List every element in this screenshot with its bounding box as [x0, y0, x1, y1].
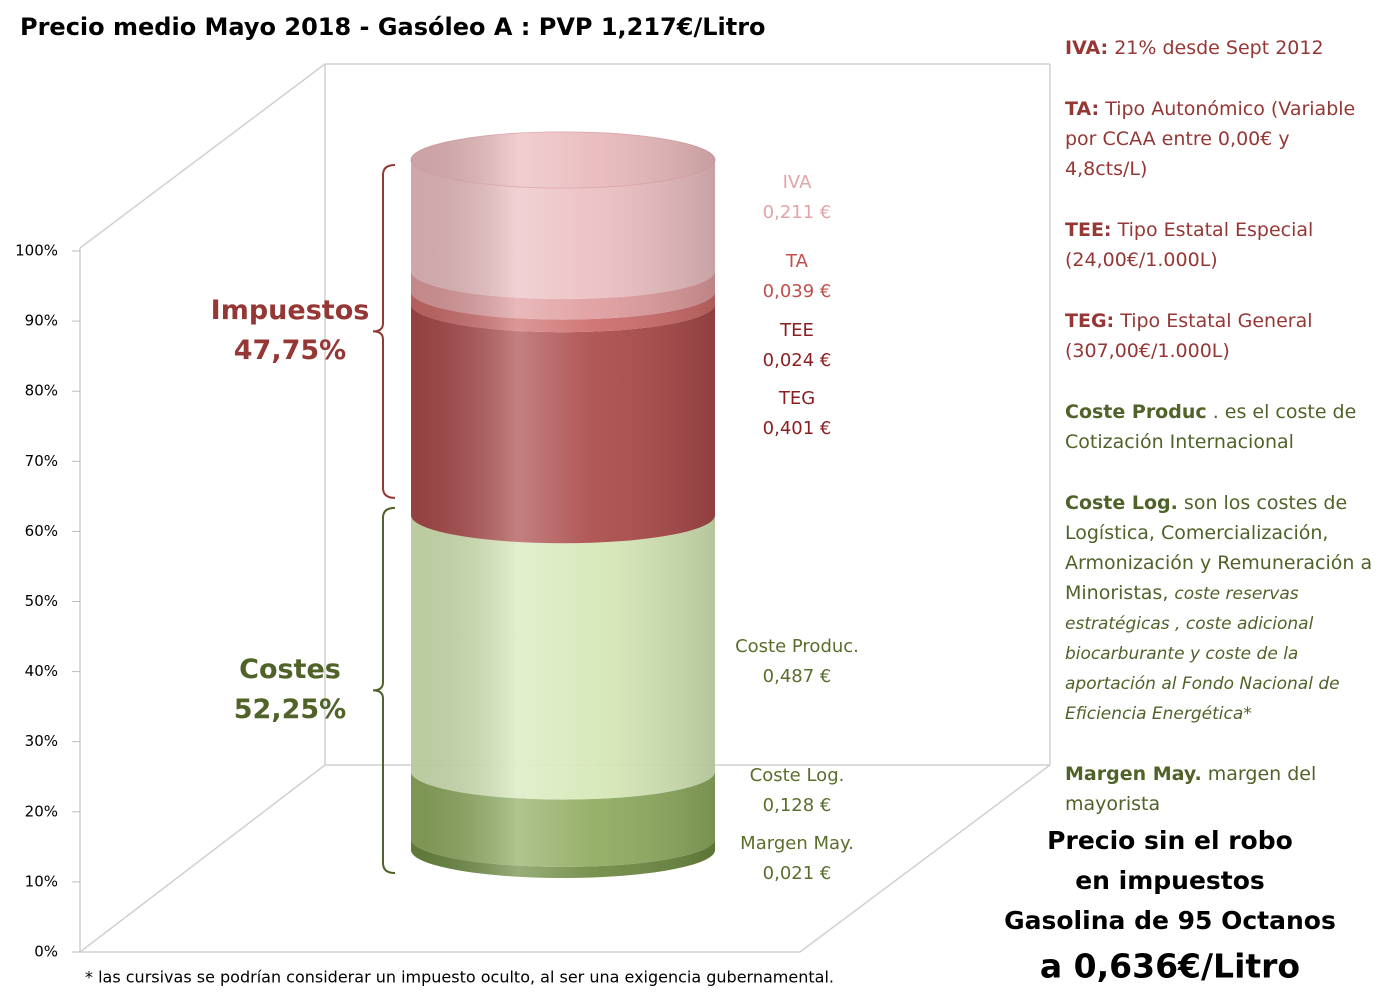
y-tick-label: 60% — [25, 522, 58, 540]
y-tick-label: 100% — [15, 242, 58, 260]
y-tick-label: 50% — [25, 592, 58, 610]
note-term: TEE: — [1065, 219, 1112, 241]
note-text: Tipo Autonómico (Variable por CCAA entre… — [1065, 98, 1356, 180]
note: Coste Log. son los costes de Logística, … — [1065, 488, 1377, 728]
group-share: 47,75% — [234, 335, 346, 366]
notes: IVA: 21% desde Sept 2012 TA: Tipo Autonóm… — [1065, 33, 1377, 850]
note-text: 21% desde Sept 2012 — [1114, 37, 1324, 59]
y-tick-label: 20% — [25, 802, 58, 820]
note-text: Tipo Estatal Especial (24,00€/1.000L) — [1065, 219, 1314, 271]
note-term: IVA: — [1065, 37, 1109, 59]
note-text: margen del mayorista — [1065, 763, 1317, 815]
note: TA: Tipo Autonómico (Variable por CCAA e… — [1065, 94, 1377, 184]
segment-value: 0,401 € — [763, 418, 832, 439]
segment-name: Coste Produc. — [735, 636, 859, 657]
note: Margen May. margen del mayorista — [1065, 759, 1377, 819]
y-tick-label: 80% — [25, 382, 58, 400]
group-share: 52,25% — [234, 694, 346, 725]
callout-line: en impuestos — [1075, 866, 1265, 895]
note: IVA: 21% desde Sept 2012 — [1065, 33, 1377, 63]
note: TEE: Tipo Estatal Especial (24,00€/1.000… — [1065, 215, 1377, 275]
note-italic: coste reservas estratégicas , coste adic… — [1065, 584, 1340, 724]
segment-value: 0,211 € — [763, 202, 832, 223]
note-term: TEG: — [1065, 310, 1115, 332]
segment-name: IVA — [783, 172, 812, 193]
group-name: Impuestos — [211, 295, 370, 326]
segment-value: 0,024 € — [763, 350, 832, 371]
note: TEG: Tipo Estatal General (307,00€/1.000… — [1065, 306, 1377, 366]
chart-title: Precio medio Mayo 2018 - Gasóleo A : PVP… — [20, 13, 766, 41]
segment-name: TA — [785, 251, 809, 272]
note-text: Tipo Estatal General (307,00€/1.000L) — [1065, 310, 1313, 362]
segment-value: 0,039 € — [763, 281, 832, 302]
segment-value: 0,021 € — [763, 863, 832, 884]
note-term: Coste Produc — [1065, 401, 1207, 423]
callout-line: Precio sin el robo — [1047, 826, 1293, 855]
y-tick-label: 40% — [25, 662, 58, 680]
footnote: * las cursivas se podrían considerar un … — [85, 968, 834, 987]
segment-value: 0,487 € — [763, 666, 832, 687]
note: Coste Produc . es el coste de Cotización… — [1065, 397, 1377, 457]
note-text: son los costes de Logística, Comercializ… — [1065, 492, 1373, 604]
segment-name: TEE — [779, 320, 814, 341]
note-term: Coste Log. — [1065, 492, 1178, 514]
note-text: . es el coste de Cotización Internaciona… — [1065, 401, 1357, 453]
group-name: Costes — [239, 654, 341, 685]
segment-name: Coste Log. — [750, 765, 845, 786]
segment-name: Margen May. — [740, 833, 854, 854]
y-tick-label: 0% — [34, 943, 58, 961]
note-term: TA: — [1065, 98, 1100, 120]
y-tick-label: 10% — [25, 872, 58, 890]
cylinder-shine — [411, 160, 715, 878]
group-brace — [372, 164, 396, 499]
callout-line: Gasolina de 95 Octanos — [1004, 906, 1336, 935]
note-term: Margen May. — [1065, 763, 1202, 785]
group-brace — [372, 506, 396, 874]
segment-value: 0,128 € — [763, 795, 832, 816]
cylinder-top-shine — [411, 132, 715, 188]
y-tick-label: 90% — [25, 312, 58, 330]
y-tick-label: 30% — [25, 732, 58, 750]
y-tick-label: 70% — [25, 452, 58, 470]
segment-name: TEG — [778, 388, 815, 409]
callout-line: a 0,636€/Litro — [1040, 947, 1300, 986]
